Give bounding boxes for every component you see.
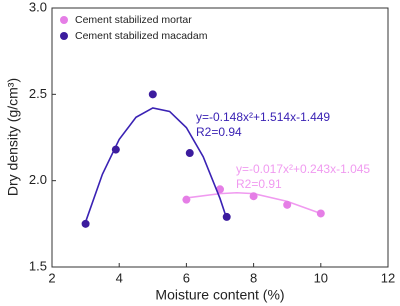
data-point [148,90,157,99]
fit-curve [84,107,228,223]
data-point [111,145,120,154]
y-tick-label: 2.5 [29,86,47,101]
data-point [182,195,191,204]
legend-label: Cement stabilized macadam [75,30,208,42]
data-point [316,209,325,218]
x-tick-label: 12 [381,270,395,285]
y-tick-label: 1.5 [29,258,47,273]
y-tick-label: 3.0 [29,0,47,14]
data-point [185,149,194,158]
y-axis-label: Dry density (g/cm³) [5,78,21,196]
legend-marker [60,16,68,24]
fit-equation: y=-0.148x²+1.514x-1.449 [196,110,330,124]
data-point [81,219,90,228]
data-point [222,212,231,221]
fit-equation: y=-0.017x²+0.243x-1.045 [236,162,370,176]
legend-label: Cement stabilized mortar [75,14,192,26]
fit-r2: R2=0.94 [196,125,242,139]
fit-curve [186,191,322,215]
plot-frame [51,7,389,268]
x-tick-label: 10 [314,270,328,285]
x-axis-label: Moisture content (%) [155,287,284,303]
fit-r2: R2=0.91 [236,177,282,191]
x-tick-label: 2 [48,270,55,285]
x-tick-label: 4 [116,270,123,285]
data-point [216,185,224,194]
legend-marker [60,32,68,40]
data-point [249,192,258,201]
x-tick-label: 8 [250,270,257,285]
x-tick-label: 6 [183,270,190,285]
y-tick-label: 2.0 [29,172,47,187]
data-point [283,200,292,209]
